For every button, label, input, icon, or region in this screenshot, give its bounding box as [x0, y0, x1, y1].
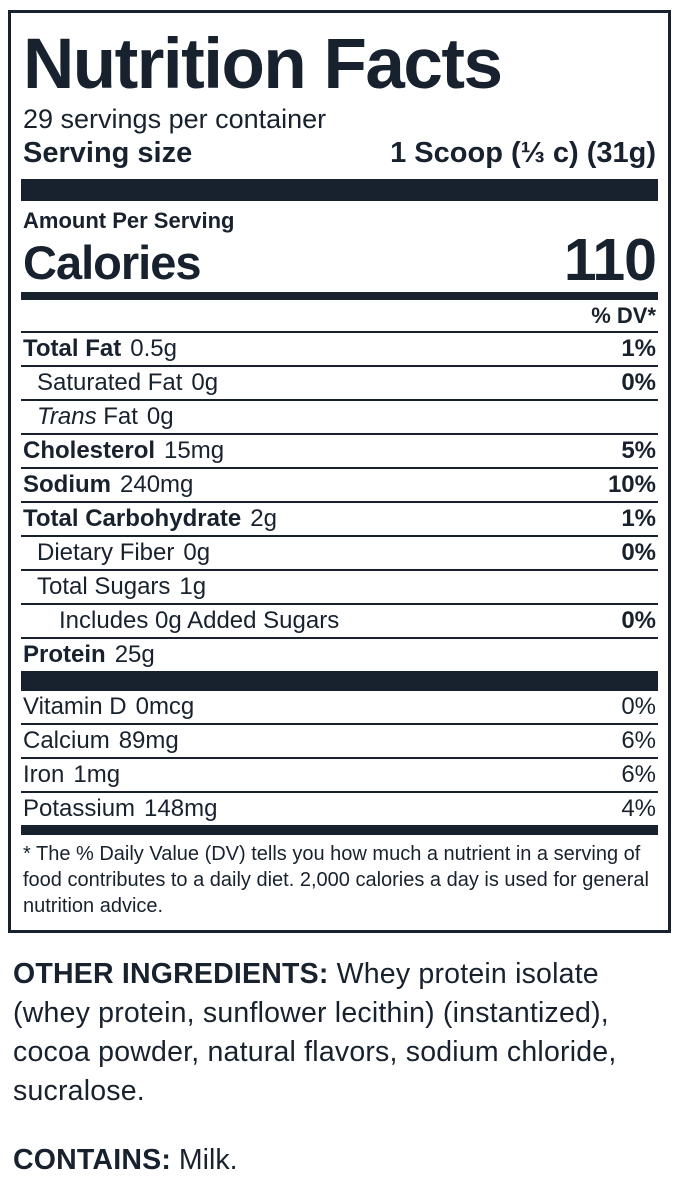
amount-per-serving-label: Amount Per Serving	[23, 208, 235, 233]
daily-value-header: % DV*	[591, 303, 656, 329]
vitamin-dv: 6%	[621, 727, 656, 755]
nutrient-dv: 0%	[621, 607, 656, 635]
calories-row: Calories 110	[23, 227, 657, 293]
nutrient-name: Cholesterol	[23, 437, 156, 465]
nutrient-name: Total Fat	[23, 335, 122, 363]
nutrient-name: Includes 0g Added Sugars	[59, 607, 340, 635]
nutrient-name: Total Sugars	[37, 573, 171, 601]
nutrient-row-protein: Protein 25g	[21, 637, 658, 671]
nutrient-row-sodium: Sodium 240mg 10%	[21, 467, 658, 501]
nutrition-facts-label: Nutrition Facts 29 servings per containe…	[8, 10, 671, 934]
nutrient-rows: Total Fat 0.5g 1% Saturated Fat 0g 0% Tran…	[21, 331, 658, 671]
vitamin-amount: 0mcg	[135, 693, 195, 721]
vitamin-row-iron: Iron 1mg 6%	[21, 759, 658, 794]
other-ingredients: OTHER INGREDIENTS: Whey protein isolate …	[13, 955, 647, 1111]
nutrient-dv: 1%	[621, 335, 656, 363]
nutrient-amount: 0g	[183, 539, 211, 567]
vitamin-dv: 0%	[621, 693, 656, 721]
serving-size-value: 1 Scoop (⅓ c) (31g)	[390, 137, 656, 169]
separator-bar-medium-footnote	[21, 825, 658, 836]
nutrient-row-total-sugars: Total Sugars 1g	[21, 569, 658, 603]
servings-per-container: 29 servings per container	[23, 104, 327, 134]
nutrient-row-dietary-fiber: Dietary Fiber 0g 0%	[21, 535, 658, 569]
nutrition-facts-title: Nutrition Facts	[23, 25, 503, 104]
serving-size-row: Serving size 1 Scoop (⅓ c) (31g)	[23, 136, 656, 170]
nutrient-name: Protein	[23, 641, 106, 669]
vitamin-amount: 89mg	[118, 727, 179, 755]
contains-statement: CONTAINS: Milk.	[13, 1141, 647, 1180]
vitamin-amount: 1mg	[73, 761, 121, 789]
vitamin-rows: Vitamin D 0mcg 0% Calcium 89mg 6% Iron 1mg …	[21, 691, 658, 825]
nutrient-row-trans-fat: Trans Fat 0g	[21, 399, 658, 433]
nutrient-dv: 1%	[621, 505, 656, 533]
nutrient-row-cholesterol: Cholesterol 15mg 5%	[21, 433, 658, 467]
nutrient-name: Saturated Fat	[37, 369, 183, 397]
vitamin-name: Potassium	[23, 795, 136, 823]
nutrient-amount: 25g	[114, 641, 155, 669]
nutrient-amount: 0.5g	[130, 335, 177, 363]
separator-bar-thick-top	[21, 179, 658, 201]
vitamin-dv: 4%	[621, 795, 656, 823]
nutrient-name: Dietary Fiber	[37, 539, 175, 567]
vitamin-name: Iron	[23, 761, 65, 789]
vitamin-name: Calcium	[23, 727, 110, 755]
vitamin-dv: 6%	[621, 761, 656, 789]
calories-label: Calories	[23, 235, 201, 289]
nutrient-dv: 10%	[607, 471, 656, 499]
nutrient-name-suffix: Fat	[96, 403, 138, 431]
vitamin-row-vitamin-d: Vitamin D 0mcg 0%	[21, 691, 658, 726]
nutrient-amount: 2g	[250, 505, 277, 533]
vitamin-row-potassium: Potassium 148mg 4%	[21, 793, 658, 825]
nutrient-row-total-fat: Total Fat 0.5g 1%	[21, 331, 658, 365]
nutrient-dv: 5%	[621, 437, 656, 465]
nutrient-dv: 0%	[621, 369, 656, 397]
serving-size-label: Serving size	[23, 137, 193, 169]
separator-bar-thick-protein	[21, 671, 658, 692]
nutrient-name: Total Carbohydrate	[23, 505, 242, 533]
other-ingredients-text: Whey protein isolate (whey protein, sunf…	[13, 958, 617, 1108]
other-ingredients-heading: OTHER INGREDIENTS:	[13, 958, 329, 991]
nutrient-amount: 240mg	[120, 471, 194, 499]
vitamin-amount: 148mg	[144, 795, 218, 823]
nutrient-row-total-carbohydrate: Total Carbohydrate 2g 1%	[21, 501, 658, 535]
nutrient-amount: 0g	[191, 369, 219, 397]
nutrient-row-added-sugars: Includes 0g Added Sugars 0%	[21, 603, 658, 637]
separator-bar-medium-calories	[21, 292, 658, 301]
calories-value: 110	[563, 227, 657, 293]
nutrient-name: Trans	[37, 403, 97, 431]
daily-value-footnote: * The % Daily Value (DV) tells you how m…	[23, 843, 649, 918]
nutrient-name: Sodium	[23, 471, 111, 499]
nutrient-amount: 15mg	[164, 437, 225, 465]
nutrient-dv: 0%	[621, 539, 656, 567]
vitamin-row-calcium: Calcium 89mg 6%	[21, 725, 658, 760]
contains-text: Milk.	[171, 1144, 238, 1177]
nutrient-amount: 1g	[179, 573, 207, 601]
contains-heading: CONTAINS:	[13, 1144, 172, 1177]
vitamin-name: Vitamin D	[23, 693, 127, 721]
nutrient-row-saturated-fat: Saturated Fat 0g 0%	[21, 365, 658, 399]
nutrient-amount: 0g	[146, 403, 174, 431]
